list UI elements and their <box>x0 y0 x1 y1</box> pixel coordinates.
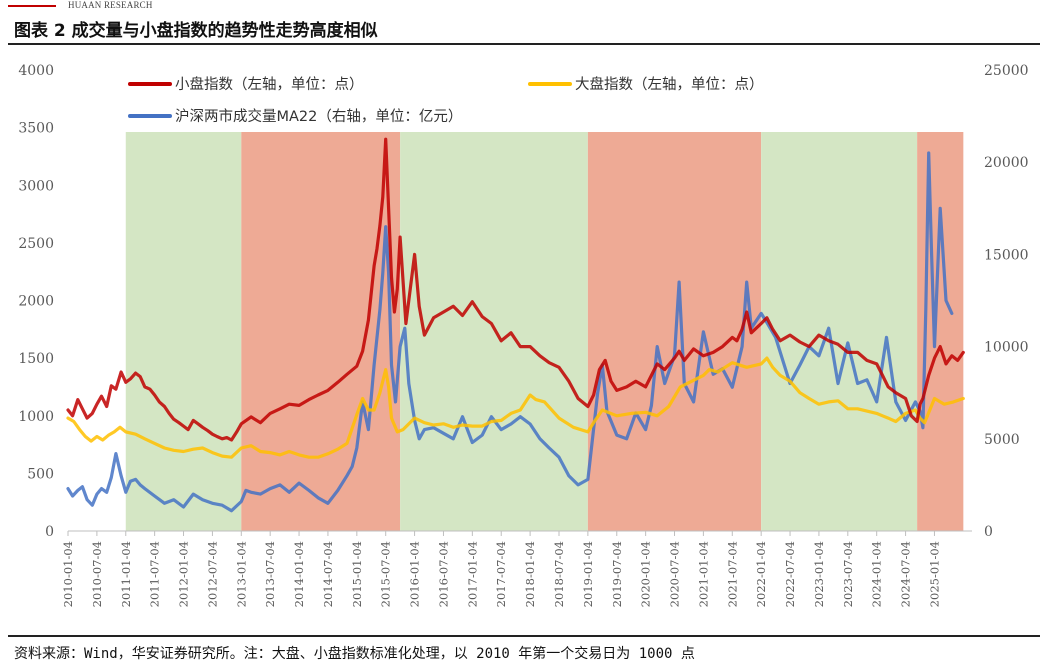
legend: 小盘指数（左轴，单位：点） 大盘指数（左轴，单位：点） 沪深两市成交量MA22（右轴… <box>128 75 764 125</box>
series-0 <box>66 137 965 442</box>
y-left-tick-1: 500 <box>27 466 54 482</box>
x-tick-30: 2025-01-04 <box>927 541 941 607</box>
y-right-tick-4: 20000 <box>984 155 1029 171</box>
y-right-tick-5: 25000 <box>984 63 1029 79</box>
y-left-tick-5: 2500 <box>18 236 54 252</box>
brand-line <box>8 5 56 7</box>
x-tick-22: 2021-01-04 <box>696 541 710 607</box>
y-left-tick-8: 4000 <box>18 63 54 79</box>
x-tick-15: 2017-07-04 <box>494 541 508 607</box>
x-tick-13: 2016-07-04 <box>436 541 450 607</box>
x-tick-16: 2018-01-04 <box>523 541 537 607</box>
y-left-tick-7: 3500 <box>18 121 54 137</box>
x-tick-26: 2023-01-04 <box>812 541 826 607</box>
source-note: 资料来源：Wind，华安证券研究所。注：大盘、小盘指数标准化处理，以 2010 … <box>14 646 695 662</box>
legend-label-2: 沪深两市成交量MA22（右轴，单位：亿元） <box>175 107 462 125</box>
x-tick-12: 2016-01-04 <box>408 541 422 607</box>
x-tick-14: 2017-01-04 <box>465 541 479 607</box>
series-line-0 <box>66 137 965 442</box>
series-line-1 <box>66 356 965 459</box>
y-left-tick-6: 3000 <box>18 178 54 194</box>
bottom-rule <box>8 635 1040 637</box>
y-left-tick-3: 1500 <box>18 351 54 367</box>
y-left-tick-4: 2000 <box>18 294 54 310</box>
x-tick-5: 2012-07-04 <box>205 541 219 607</box>
top-rule <box>8 43 1040 45</box>
series-lines <box>66 137 965 513</box>
axes: 0 500 1000 1500 2000 2500 3000 3500 4000 0 5000 100… <box>18 63 1028 607</box>
regime-bands <box>125 132 964 531</box>
x-tick-4: 2012-01-04 <box>177 541 191 607</box>
x-tick-25: 2022-07-04 <box>783 541 797 607</box>
x-tick-19: 2019-07-04 <box>610 541 624 607</box>
regime-band-1 <box>241 132 401 531</box>
x-tick-21: 2020-07-04 <box>668 541 682 607</box>
y-left-tick-0: 0 <box>45 524 54 540</box>
x-tick-0: 2010-01-04 <box>61 541 75 607</box>
regime-band-2 <box>400 132 588 531</box>
x-tick-1: 2010-07-04 <box>90 541 104 607</box>
y-right-tick-3: 15000 <box>984 247 1029 263</box>
x-tick-27: 2023-07-04 <box>841 541 855 607</box>
x-tick-9: 2014-07-04 <box>321 541 335 607</box>
regime-band-0 <box>125 132 242 531</box>
x-tick-3: 2011-07-04 <box>148 541 162 607</box>
x-tick-2: 2011-01-04 <box>119 541 133 607</box>
x-tick-8: 2014-01-04 <box>292 541 306 607</box>
x-tick-29: 2024-07-04 <box>899 541 913 607</box>
y-right-tick-2: 10000 <box>984 340 1029 356</box>
x-tick-18: 2019-01-04 <box>581 541 595 607</box>
brand-label: HUAAN RESEARCH <box>68 0 153 10</box>
y-right-tick-1: 5000 <box>984 432 1020 448</box>
legend-label-0: 小盘指数（左轴，单位：点） <box>175 75 364 93</box>
x-tick-7: 2013-07-04 <box>263 541 277 607</box>
y-left-tick-2: 1000 <box>18 409 54 425</box>
x-tick-24: 2022-01-04 <box>754 541 768 607</box>
x-tick-28: 2024-01-04 <box>870 541 884 607</box>
regime-band-4 <box>761 132 918 531</box>
x-tick-11: 2015-07-04 <box>379 541 393 607</box>
x-tick-20: 2020-01-04 <box>639 541 653 607</box>
x-tick-6: 2013-01-04 <box>234 541 248 607</box>
x-tick-17: 2018-07-04 <box>552 541 566 607</box>
x-tick-10: 2015-01-04 <box>350 541 364 607</box>
legend-label-1: 大盘指数（左轴，单位：点） <box>575 75 764 93</box>
y-right-tick-0: 0 <box>984 524 993 540</box>
series-1 <box>66 356 965 459</box>
figure-title: 图表 2 成交量与小盘指数的趋势性走势高度相似 <box>14 21 378 41</box>
x-tick-23: 2021-07-04 <box>725 541 739 607</box>
